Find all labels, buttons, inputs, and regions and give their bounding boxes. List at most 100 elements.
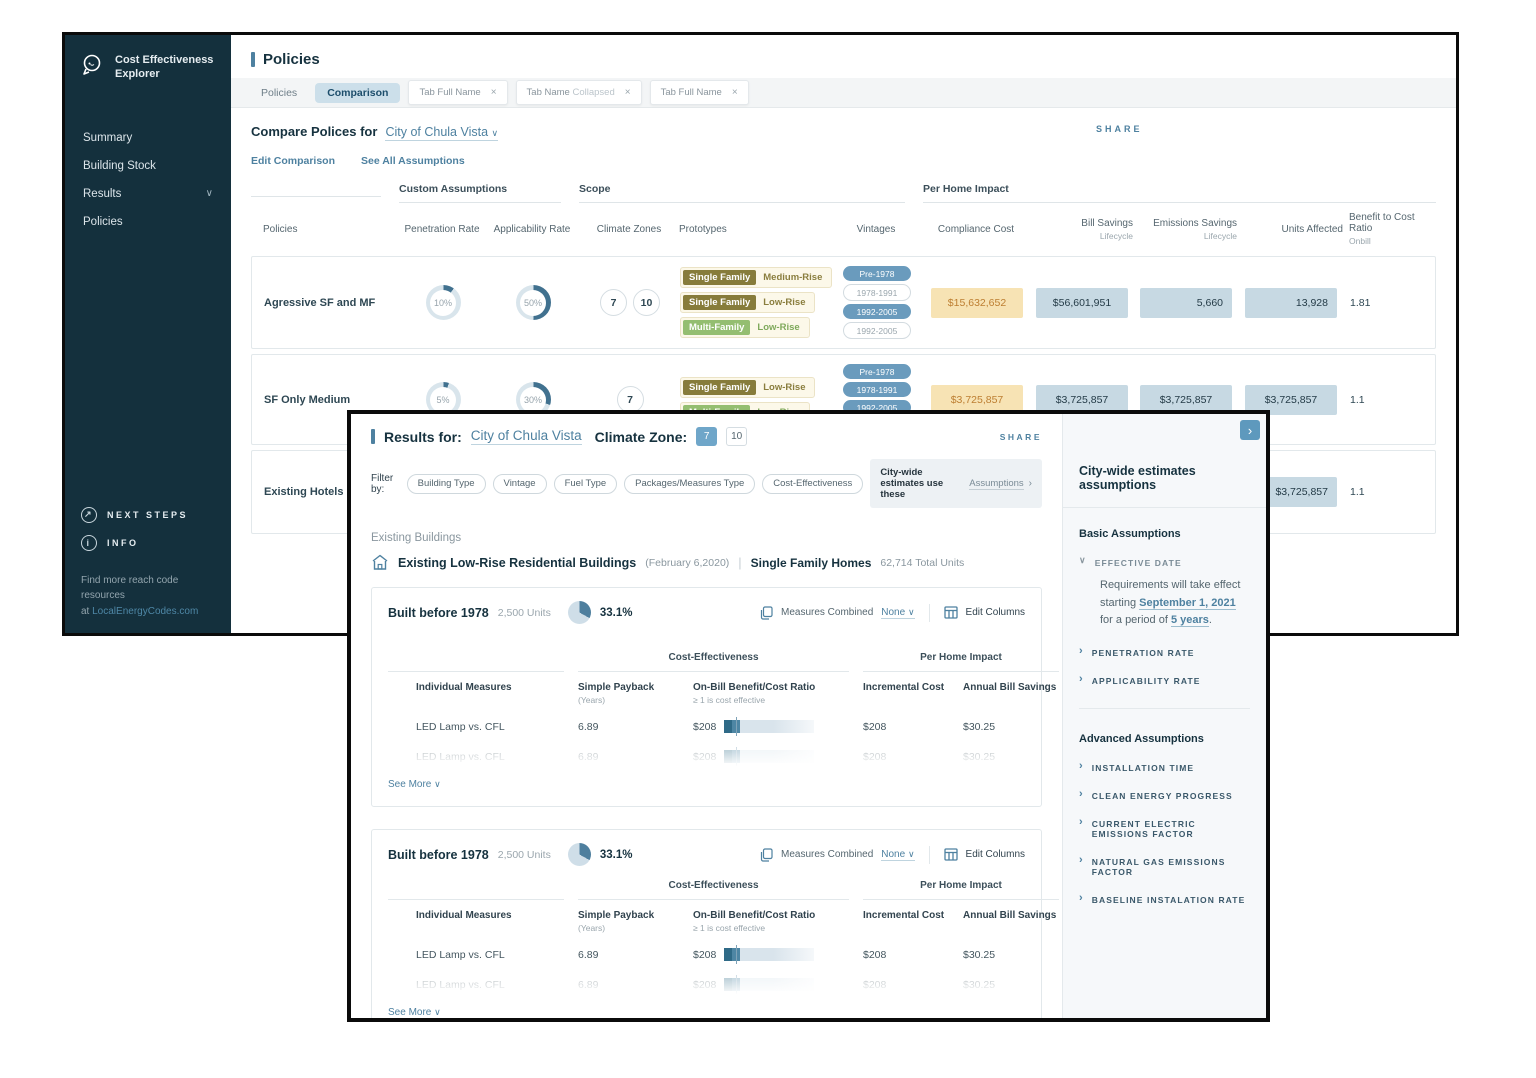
chevron-right-icon: › — [1247, 422, 1253, 438]
close-icon[interactable]: × — [624, 87, 631, 98]
col-emissions-savings: Emissions Savings Lifecycle — [1153, 217, 1237, 241]
edit-columns-button[interactable]: Edit Columns — [965, 607, 1025, 618]
col-bill-savings: Bill Savings Lifecycle — [1081, 217, 1133, 241]
accordion-baseline-instalation-rate[interactable]: › BASELINE INSTALATION RATE — [1079, 891, 1246, 905]
share-button[interactable]: SHARE — [1096, 124, 1143, 134]
measure-row-faded[interactable]: LED Lamp vs. CFL 6.89 $208 $208 $30.25 — [388, 965, 1025, 995]
results-main: Results for: City of Chula Vista Climate… — [351, 414, 1062, 1018]
card-units: 2,500 Units — [497, 606, 551, 619]
info-icon: i — [81, 534, 97, 551]
filter-packages-measures[interactable]: Packages/Measures Type — [624, 473, 756, 494]
accordion-penetration-rate[interactable]: › PENETRATION RATE — [1079, 644, 1195, 658]
divider: | — [738, 555, 742, 570]
filter-vintage[interactable]: Vintage — [492, 473, 547, 494]
accordion-natural-gas-emissions[interactable]: › NATURAL GAS EMISSIONS FACTOR — [1079, 853, 1226, 877]
period-link[interactable]: 5 years — [1170, 614, 1209, 628]
measures-combined-dropdown[interactable]: None ∨ — [881, 848, 915, 861]
filter-cost-effectiveness[interactable]: Cost-Effectiveness — [762, 473, 864, 494]
results-city-link[interactable]: City of Chula Vista — [470, 428, 582, 445]
results-window: Results for: City of Chula Vista Climate… — [347, 410, 1270, 1022]
filter-building-type[interactable]: Building Type — [406, 473, 486, 494]
bill-savings-value: $3,725,857 — [1036, 384, 1128, 415]
accordion-effective-date[interactable]: ∨ EFFECTIVE DATE — [1079, 555, 1182, 568]
climate-zone-label: Climate Zone: — [594, 428, 688, 445]
sidebar-nav: Summary Building Stock Results ∨ Policie… — [81, 128, 215, 232]
col-prototypes: Prototypes — [679, 223, 727, 235]
city-dropdown[interactable]: City of Chula Vista ∨ — [385, 125, 499, 141]
edit-columns-button[interactable]: Edit Columns — [965, 849, 1025, 860]
sidebar-item-policies[interactable]: Policies — [83, 215, 123, 228]
app-logo[interactable]: Cost Effectiveness Explorer — [81, 53, 215, 82]
chevron-right-icon: › — [1079, 891, 1084, 904]
emissions-savings-value: 5,660 — [1140, 287, 1232, 318]
accordion-installation-time[interactable]: › INSTALLATION TIME — [1079, 759, 1195, 773]
accordion-current-electric-emissions[interactable]: › CURRENT ELECTRIC EMISSIONS FACTOR — [1079, 815, 1196, 839]
zone-badge: 10 — [633, 289, 660, 316]
climate-zone-chip-7[interactable]: 7 — [696, 427, 718, 446]
see-more-link[interactable]: See More ∨ — [388, 1007, 441, 1018]
measure-card-2: Built before 1978 2,500 Units 33.1% Meas… — [371, 829, 1059, 1018]
applicability-donut: 50% — [515, 285, 551, 320]
measure-row[interactable]: LED Lamp vs. CFL 6.89 $208 $208 $30.25 — [388, 935, 1025, 965]
vintage-pill: 1992-2005 — [843, 322, 911, 339]
ratio-bar — [724, 717, 815, 736]
results-title: Results for: — [384, 428, 462, 445]
title-accent-bar — [251, 52, 255, 67]
compare-title: Compare Polices for — [251, 124, 378, 139]
tab-comparison[interactable]: Comparison — [315, 83, 401, 103]
chevron-down-icon: ∨ — [434, 1007, 441, 1017]
measure-row[interactable]: LED Lamp vs. CFL 6.89 $208 $208 $30.25 — [388, 707, 1025, 737]
prototype-tag: Single Family Low-Rise — [680, 292, 816, 313]
compare-header: Compare Polices for City of Chula Vista … — [251, 124, 1436, 141]
measure-column-header: Individual Measures Simple Payback (Years… — [388, 900, 1056, 935]
accordion-clean-energy-progress[interactable]: › CLEAN ENERGY PROGRESS — [1079, 787, 1233, 801]
tab-full-name-2[interactable]: Tab Full Name × — [649, 80, 749, 105]
chevron-down-icon: ∨ — [491, 128, 499, 138]
measures-combined-dropdown[interactable]: None ∨ — [881, 606, 915, 619]
table-group-header: Custom Assumptions Scope Per Home Impact — [251, 183, 1436, 203]
share-button[interactable]: SHARE — [999, 431, 1042, 442]
building-row: Existing Low-Rise Residential Buildings … — [371, 554, 1042, 571]
assumptions-link[interactable]: Assumptions — [969, 477, 1024, 490]
filter-fuel-type[interactable]: Fuel Type — [553, 473, 618, 494]
climate-zone-badges: 7 — [580, 386, 680, 413]
edit-comparison-link[interactable]: Edit Comparison — [251, 155, 336, 167]
chevron-down-icon: ∨ — [907, 606, 915, 617]
info-button[interactable]: i INFO — [81, 534, 215, 551]
tab-policies[interactable]: Policies — [261, 87, 298, 99]
measure-card-1: Built before 1978 2,500 Units 33.1% Meas… — [371, 587, 1059, 807]
family-title: Single Family Homes — [750, 555, 872, 570]
zone-badge: 7 — [600, 289, 627, 316]
policy-row-agressive-sf-mf[interactable]: Agressive SF and MF 10% 50% 7 10 Single … — [251, 256, 1436, 349]
group-per-home-impact: Per Home Impact — [863, 652, 1059, 672]
filter-by-label: Filter by: — [371, 472, 394, 495]
page-header: Policies — [231, 35, 1456, 78]
group-cost-effectiveness: Cost-Effectiveness — [578, 652, 849, 672]
zone-badge: 7 — [616, 386, 644, 413]
see-all-assumptions-link[interactable]: See All Assumptions — [361, 155, 465, 167]
col-compliance-cost: Compliance Cost — [937, 223, 1015, 235]
measure-row-faded[interactable]: LED Lamp vs. CFL 6.89 $208 $208 $30.25 — [388, 737, 1025, 767]
local-energy-codes-link[interactable]: LocalEnergyCodes.com — [92, 605, 199, 617]
sidebar-item-results[interactable]: Results ∨ — [83, 187, 213, 200]
compliance-cost-value: $3,725,857 — [931, 384, 1023, 415]
accordion-applicability-rate[interactable]: › APPLICABILITY RATE — [1079, 672, 1201, 686]
climate-zone-chip-10[interactable]: 10 — [726, 427, 748, 446]
chevron-down-icon: ∨ — [1079, 555, 1087, 565]
see-more-link[interactable]: See More ∨ — [388, 779, 441, 790]
sidebar-item-summary[interactable]: Summary — [83, 131, 133, 144]
close-icon[interactable]: × — [731, 87, 738, 98]
tab-full-name-1[interactable]: Tab Full Name × — [408, 80, 508, 105]
collapse-panel-button[interactable]: › — [1240, 420, 1260, 440]
next-steps-button[interactable]: ↗ NEXT STEPS — [81, 506, 215, 523]
tab-name-collapsed[interactable]: Tab Name Collapsed × — [515, 80, 642, 105]
ratio-bar — [724, 747, 815, 766]
results-header: Results for: City of Chula Vista Climate… — [371, 427, 1042, 446]
card-title: Built before 1978 — [388, 847, 489, 862]
chevron-right-icon: › — [1079, 644, 1084, 657]
col-annual-bill-savings: Annual Bill Savings — [963, 910, 1057, 921]
close-icon[interactable]: × — [490, 87, 497, 98]
compliance-cost-value: $15,632,652 — [931, 287, 1023, 318]
effective-date-link[interactable]: September 1, 2021 — [1139, 596, 1236, 610]
sidebar-item-building-stock[interactable]: Building Stock — [83, 159, 156, 172]
